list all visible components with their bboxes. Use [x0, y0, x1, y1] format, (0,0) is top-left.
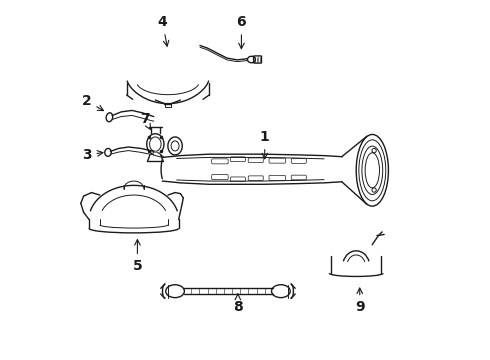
Polygon shape [152, 152, 164, 157]
Bar [165, 104, 171, 107]
Text: 8: 8 [233, 294, 243, 314]
Text: 6: 6 [237, 15, 246, 49]
Text: 4: 4 [158, 15, 169, 46]
Text: 9: 9 [355, 288, 365, 314]
Text: 1: 1 [260, 130, 270, 159]
Text: 5: 5 [132, 240, 142, 273]
Text: 7: 7 [140, 112, 150, 130]
Text: 3: 3 [82, 148, 103, 162]
Text: 2: 2 [82, 94, 103, 111]
